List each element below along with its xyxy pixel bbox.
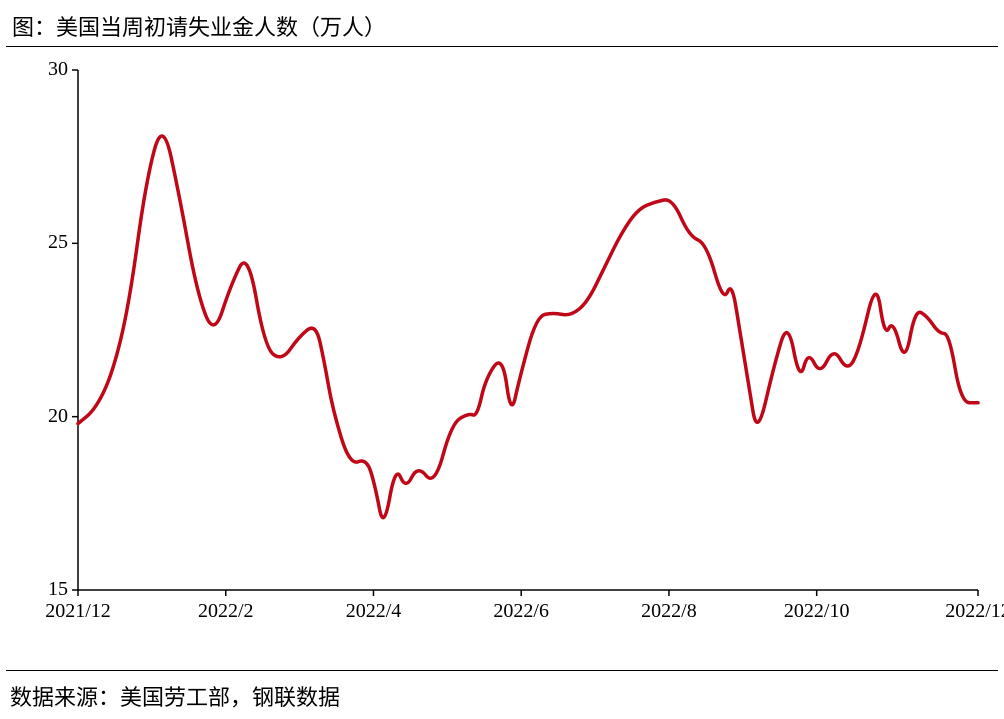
y-axis-tick-label: 30 [28,58,68,81]
x-axis-tick-label: 2022/2 [198,600,254,623]
bottom-divider [6,670,998,671]
x-axis-tick-label: 2022/8 [641,600,697,623]
chart-title: 图：美国当周初请失业金人数（万人） [12,10,386,42]
figure-container: 图：美国当周初请失业金人数（万人） 15 20 25 30 2021/12 2022/2 2… [0,0,1004,719]
x-axis-tick-label: 2022/12 [945,600,1004,623]
line-chart-svg [20,60,984,640]
x-axis-tick-label: 2022/6 [493,600,549,623]
chart-area: 15 20 25 30 2021/12 2022/2 2022/4 2022/6 2022/8 2… [20,60,984,640]
x-axis-tick-label: 2022/4 [346,600,402,623]
y-axis-tick-label: 15 [28,578,68,601]
top-divider [6,46,998,47]
y-axis-tick-label: 25 [28,231,68,254]
chart-source: 数据来源：美国劳工部，钢联数据 [10,680,340,712]
y-axis-tick-label: 20 [28,405,68,428]
x-axis-tick-label: 2021/12 [45,600,111,623]
x-axis-tick-label: 2022/10 [784,600,850,623]
